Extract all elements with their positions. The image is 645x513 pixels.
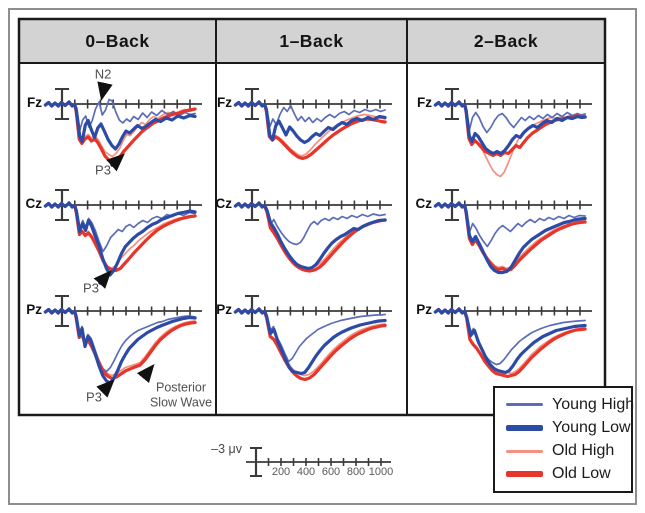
waveform-young-low [233,307,387,376]
waveform-young-low [233,201,387,271]
time-axis [442,99,592,109]
waveform-young-low [43,100,197,151]
old-high-line-swatch [506,449,543,453]
waveform-old-high [434,308,586,375]
waveform-old-low [433,100,587,158]
waveform-young-low [43,201,197,277]
figure-outer-border [8,8,637,505]
header-row-background [19,19,605,63]
annotation-arrow-p3-cz [93,270,112,289]
old-low-line-swatch [506,471,543,478]
waveform-old-high [434,101,586,178]
waveform-young-low [433,307,587,375]
legend-label: Old High [552,442,615,460]
waveform-old-low [433,201,587,273]
legend-item-young-low: Young Low [506,419,631,437]
waveform-young-low [233,100,387,145]
young-high-line-swatch [506,403,543,407]
waveform-old-low [233,201,387,273]
waveform-young-low [433,100,587,156]
time-axis [242,200,392,210]
time-axis [242,99,392,109]
waveform-young-high [234,202,386,246]
amplitude-scale-bar [250,447,262,477]
young-low-line-swatch [506,424,543,431]
waveform-young-high [234,308,386,363]
waveform-young-high [44,202,196,253]
waveform-young-high [434,308,586,366]
time-axis [242,306,392,316]
legend-label: Old Low [552,465,611,483]
legend-item-old-low: Old Low [506,465,627,483]
time-axis [52,200,202,210]
annotation-arrow-p3-fz [106,153,125,172]
legend-box: Young High Young Low Old High Old Low [493,386,634,493]
waveform-old-high [44,101,196,158]
legend-item-young-high: Young High [506,396,634,414]
waveform-old-low [433,307,587,379]
waveform-young-low [433,201,587,275]
panel-grid-border [17,17,607,417]
annotation-arrow-n2 [97,81,113,101]
time-axis [442,200,592,210]
waveform-old-high [234,202,386,269]
legend-label: Young Low [552,418,631,436]
waveform-old-high [434,202,586,270]
waveform-old-low [233,307,387,382]
legend-label: Young High [552,395,635,413]
annotation-arrow-posterior-slow-wave [136,363,155,384]
legend-item-old-high: Old High [506,442,627,460]
time-axis [246,458,391,466]
annotation-arrow-p3-pz [96,379,115,398]
